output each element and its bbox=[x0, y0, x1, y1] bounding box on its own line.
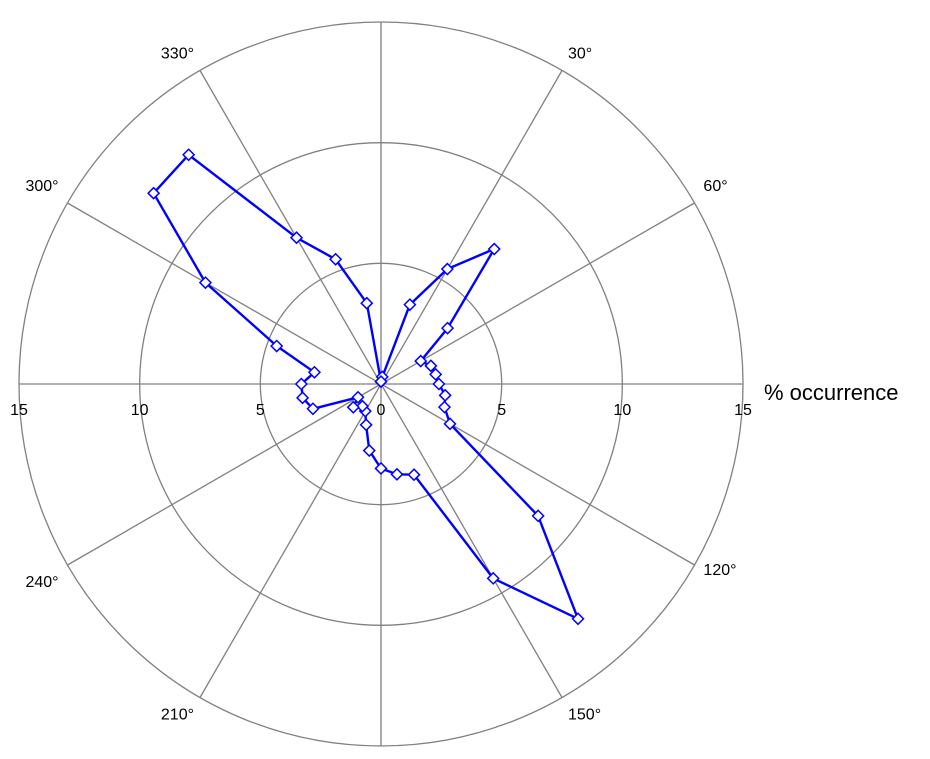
data-point-marker bbox=[440, 321, 455, 335]
spoke-300 bbox=[67, 202, 382, 385]
data-point-marker bbox=[443, 417, 457, 431]
data-point-marker bbox=[198, 276, 212, 290]
radial-tick-label: 5 bbox=[256, 402, 265, 419]
data-point-marker bbox=[487, 242, 501, 256]
data-point-marker bbox=[346, 400, 360, 414]
data-point-marker bbox=[390, 467, 404, 481]
data-point-marker bbox=[437, 400, 452, 414]
data-point-marker bbox=[147, 186, 161, 200]
polar-grid bbox=[18, 21, 744, 747]
spoke-210 bbox=[199, 383, 382, 698]
data-point-marker bbox=[360, 296, 374, 310]
angle-label-300: 300° bbox=[25, 178, 58, 195]
spoke-30 bbox=[380, 70, 563, 385]
angle-label-210: 210° bbox=[161, 707, 194, 724]
data-point-marker bbox=[359, 418, 373, 432]
data-point-marker bbox=[407, 468, 421, 482]
data-point-marker bbox=[307, 365, 322, 379]
grid-circle-10 bbox=[139, 142, 623, 626]
spoke-120 bbox=[380, 383, 695, 566]
axis-labels: 0 5 5 10 10 15 15 30° 60° 120° 150° 210° 240° 300° 330… bbox=[10, 45, 752, 723]
data-point-marker bbox=[486, 571, 500, 585]
radial-tick-label: 0 bbox=[377, 402, 386, 419]
radial-tick-label: 5 bbox=[497, 402, 506, 419]
data-point-marker bbox=[432, 377, 446, 391]
series-layer bbox=[147, 148, 585, 626]
spoke-60 bbox=[380, 202, 695, 385]
data-point-marker bbox=[571, 612, 585, 626]
data-point-marker bbox=[270, 339, 284, 353]
data-point-marker bbox=[440, 262, 454, 276]
data-point-marker bbox=[351, 390, 365, 404]
data-point-marker bbox=[414, 354, 428, 368]
data-point-marker bbox=[355, 399, 369, 413]
spoke-150 bbox=[380, 383, 563, 698]
data-point-marker bbox=[182, 148, 196, 162]
data-point-marker bbox=[429, 367, 443, 381]
data-point-marker bbox=[531, 509, 545, 523]
angle-label-60: 60° bbox=[703, 178, 727, 195]
data-point-marker bbox=[294, 377, 308, 391]
data-point-marker bbox=[403, 298, 417, 312]
data-point-marker bbox=[438, 388, 452, 402]
data-point-marker bbox=[296, 391, 310, 405]
angle-label-240: 240° bbox=[25, 574, 58, 591]
radial-tick-label: 10 bbox=[613, 402, 631, 419]
angle-label-330: 330° bbox=[161, 45, 194, 62]
angle-label-120: 120° bbox=[703, 562, 736, 579]
grid-circle-15 bbox=[18, 21, 744, 747]
data-point-marker bbox=[374, 461, 388, 476]
data-point-marker bbox=[424, 359, 438, 373]
data-point-marker bbox=[289, 231, 304, 245]
spoke-240 bbox=[67, 383, 382, 566]
grid-circle-5 bbox=[259, 262, 503, 506]
data-point-marker bbox=[374, 375, 388, 389]
angle-label-150: 150° bbox=[568, 707, 601, 724]
radial-tick-label: 15 bbox=[734, 402, 752, 419]
spoke-330 bbox=[199, 70, 382, 385]
angle-label-30: 30° bbox=[568, 45, 592, 62]
radial-tick-label: 10 bbox=[131, 402, 149, 419]
data-point-marker bbox=[362, 443, 376, 458]
radial-unit-label: % occurrence bbox=[764, 380, 899, 405]
radial-tick-label: 15 bbox=[10, 402, 28, 419]
data-point-marker bbox=[329, 252, 343, 266]
series-line bbox=[152, 153, 580, 620]
data-point-marker bbox=[306, 402, 320, 416]
